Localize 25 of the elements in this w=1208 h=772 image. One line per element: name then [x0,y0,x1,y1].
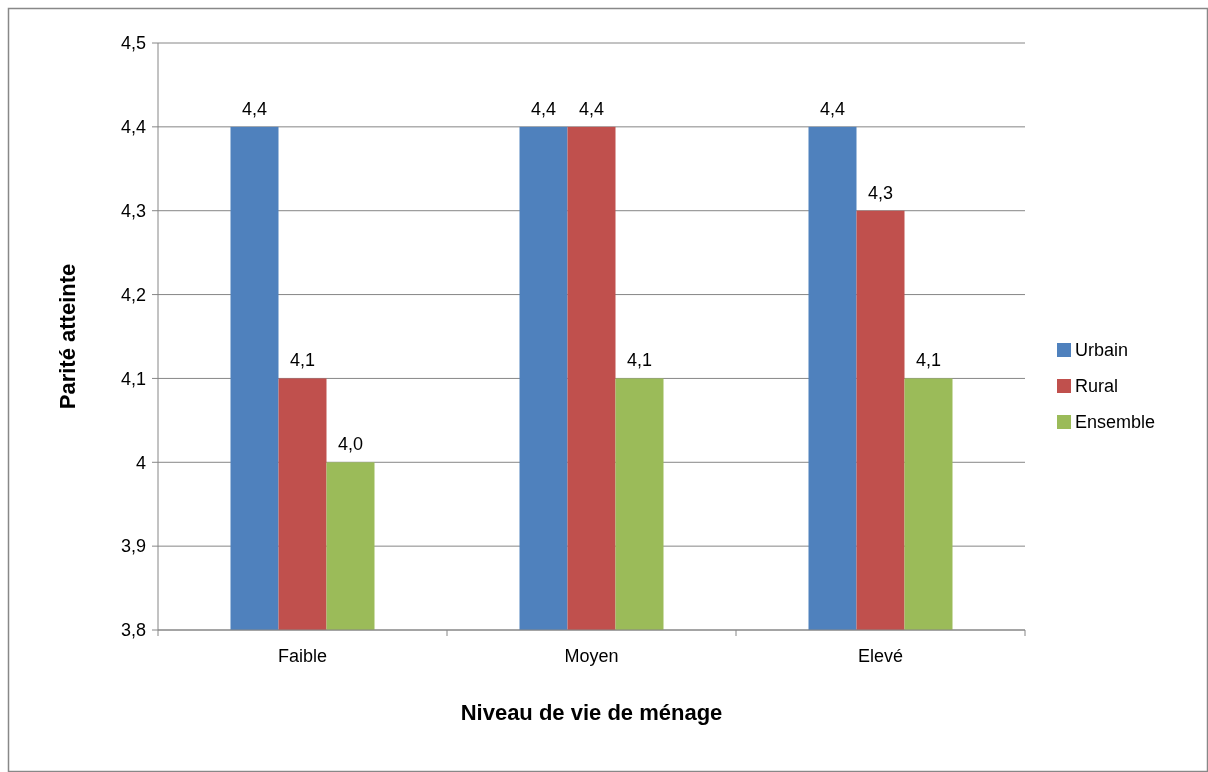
x-tick-label: Faible [277,646,328,666]
y-tick-label: 4 [135,452,146,473]
data-label: 4,1 [289,350,316,371]
legend-label: Rural [1075,376,1119,397]
data-label: 4,4 [578,98,605,119]
y-tick-label: 4,3 [120,201,146,222]
y-tick-label: 3,8 [120,620,146,641]
data-label: 4,4 [530,98,557,119]
y-axis-title: Parité atteinte [55,263,80,410]
data-label: 4,3 [867,182,894,203]
x-tick-label: Moyen [564,646,619,666]
data-label: 4,1 [915,350,942,371]
y-tick-label: 4,2 [120,284,146,305]
legend-label: Urbain [1075,340,1129,361]
x-axis-title: Niveau de vie de ménage [460,700,723,725]
y-tick-label: 4,1 [120,368,146,389]
data-label: 4,0 [337,434,364,455]
data-label: 4,4 [819,98,846,119]
y-tick-label: 4,5 [120,33,146,54]
legend-label: Ensemble [1075,412,1156,433]
y-tick-label: 3,9 [120,536,146,557]
y-tick-label: 4,4 [120,117,146,138]
data-label: 4,1 [626,350,653,371]
x-tick-label: Elevé [857,646,904,666]
data-label: 4,4 [241,98,268,119]
